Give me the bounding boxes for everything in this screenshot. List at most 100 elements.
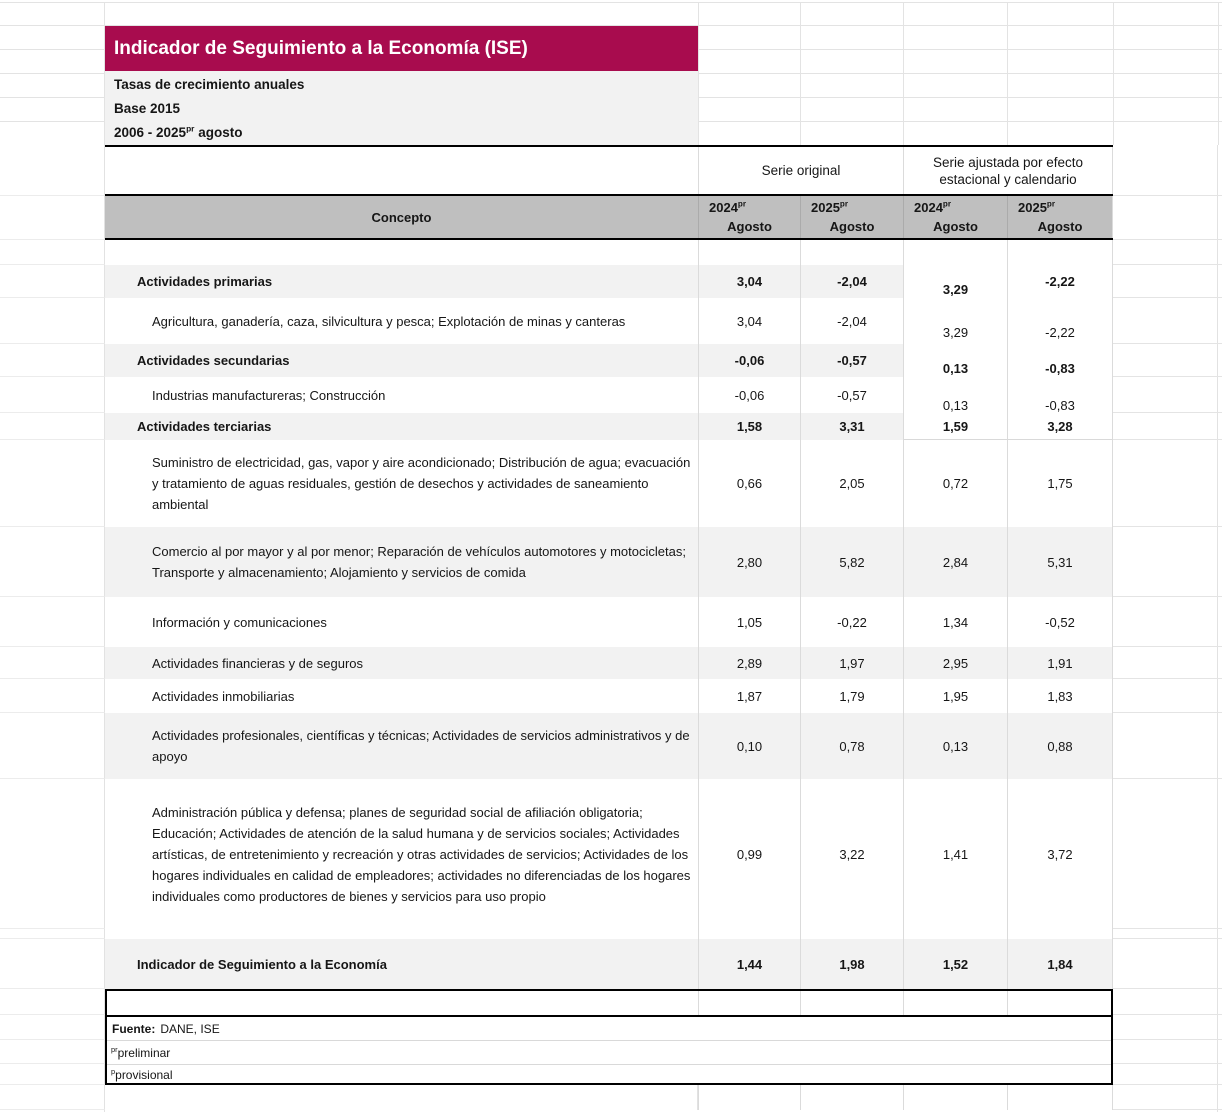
value-cell: 1,84 [1007, 939, 1113, 989]
source-value: DANE, ISE [160, 1021, 220, 1036]
right-margin-cell [1113, 265, 1222, 298]
right-margin-cell [1113, 298, 1222, 344]
value-cell: 0,99 [698, 779, 800, 929]
right-margin-cell [1113, 196, 1222, 240]
gridline [1113, 2, 1114, 145]
note-row-preliminar: prpreliminar [0, 1040, 1222, 1064]
gridline [1007, 2, 1008, 145]
value-cell: 0,13 [903, 713, 1007, 779]
empty-cell [903, 989, 1007, 1015]
left-margin-cell [0, 1015, 105, 1040]
footer-spacer-row [0, 989, 1222, 1015]
value-cell: 0,72 [903, 440, 1007, 527]
value-cell: 1,41 [903, 779, 1007, 929]
column-header: 2025pr Agosto [800, 196, 903, 238]
concept-cell: Información y comunicaciones [152, 614, 327, 630]
spacer-row [0, 240, 1222, 265]
concept-cell: Actividades primarias [105, 265, 698, 298]
table-row: Actividades financieras y de seguros 2,89… [0, 647, 1222, 679]
value-cell: 3,29 [903, 298, 1007, 344]
left-margin-cell [0, 196, 105, 240]
left-margin-cell [0, 265, 105, 298]
value-cell: -2,22 [1007, 298, 1113, 344]
left-margin-cell [0, 779, 105, 929]
left-margin-cell [0, 1064, 105, 1085]
left-margin-cell [0, 413, 105, 440]
value-cell: 3,04 [698, 265, 800, 298]
group-header-original: Serie original [698, 147, 903, 194]
concept-cell: Administración pública y defensa; planes… [152, 804, 691, 904]
note-row-provisional: pprovisional [0, 1064, 1222, 1085]
subtitle-block: Tasas de crecimiento anuales Base 2015 2… [105, 71, 698, 145]
table-row: Comercio al por mayor y al por menor; Re… [0, 527, 1222, 597]
value-cell: 3,29 [903, 265, 1007, 298]
left-margin-cell [0, 713, 105, 779]
concept-cell: Comercio al por mayor y al por menor; Re… [105, 527, 698, 597]
left-margin-cell [0, 377, 105, 413]
column-header: 2025pr Agosto [1007, 196, 1113, 238]
table-body: Actividades primarias 3,04 -2,04 3,29 -2,22 A… [0, 265, 1222, 989]
right-margin-cell [1113, 1110, 1222, 1112]
value-cell: 3,31 [800, 413, 903, 440]
value-cell: 1,05 [698, 597, 800, 647]
empty-cell [1007, 989, 1113, 1015]
value-cell: 1,95 [903, 679, 1007, 713]
table-row: Información y comunicaciones 1,05 -0,22 1,3… [0, 597, 1222, 647]
value-cell: 2,05 [800, 440, 903, 527]
column-header: 2024pr Agosto [698, 196, 800, 238]
concept-cell: Actividades terciarias [105, 413, 698, 440]
left-margin-cell [0, 440, 105, 527]
concept-cell: Actividades profesionales, científicas y… [105, 713, 698, 779]
right-margin-cell [1113, 1040, 1222, 1064]
gridline [903, 2, 904, 145]
left-margin-cell [0, 145, 105, 196]
right-margin-cell [1113, 240, 1222, 265]
title-bar: Indicador de Seguimiento a la Economía (… [105, 26, 698, 71]
value-cell: 0,66 [698, 440, 800, 527]
value-cell: 1,83 [1007, 679, 1113, 713]
value-cell: 1,44 [698, 939, 800, 989]
empty-cell [105, 1085, 698, 1110]
left-margin-cell [0, 298, 105, 344]
value-cell: 1,98 [800, 939, 903, 989]
table-row: Actividades secundarias -0,06 -0,57 0,13 -0,… [0, 344, 1222, 377]
value-cell: 3,04 [698, 298, 800, 344]
value-cell: -0,83 [1007, 377, 1113, 413]
source-label: Fuente: [112, 1021, 156, 1036]
empty-cell [903, 929, 1007, 939]
value-cell: 5,31 [1007, 527, 1113, 597]
period-line: 2006 - 2025pr agosto [114, 123, 243, 140]
subtitle-line: Base 2015 [114, 101, 181, 116]
value-cell: -0,52 [1007, 597, 1113, 647]
value-cell: 1,79 [800, 679, 903, 713]
left-margin-cell [0, 679, 105, 713]
right-margin-cell [1113, 1064, 1222, 1085]
right-margin-cell [1113, 1015, 1222, 1040]
value-cell: 1,87 [698, 679, 800, 713]
note-text: pprovisional [111, 1067, 173, 1082]
column-header: 2024pr Agosto [903, 196, 1007, 238]
source-row: Fuente: DANE, ISE [0, 1015, 1222, 1040]
value-cell: -0,57 [800, 377, 903, 413]
concept-cell: Actividades inmobiliarias [152, 688, 295, 704]
value-cell: 0,13 [903, 377, 1007, 413]
concept-cell: Indicador de Seguimiento a la Economía [105, 939, 698, 989]
value-cell: 2,84 [903, 527, 1007, 597]
spacer-row [0, 929, 1222, 939]
left-margin-cell [0, 989, 105, 1015]
right-margin-cell [1113, 679, 1222, 713]
value-cell: -0,57 [800, 344, 903, 377]
empty-cell [698, 989, 800, 1015]
right-margin-cell [1113, 929, 1222, 939]
value-cell: 3,72 [1007, 779, 1113, 929]
empty-cell [903, 240, 1007, 265]
value-cell: -0,06 [698, 344, 800, 377]
value-cell: -0,06 [698, 377, 800, 413]
group-header-adjusted: Serie ajustada por efecto estacional y c… [903, 147, 1113, 194]
empty-cell [903, 1085, 1007, 1110]
table-row: Actividades terciarias 1,58 3,31 1,59 3,28 [0, 413, 1222, 440]
value-cell: -2,04 [800, 298, 903, 344]
concept-cell: Suministro de electricidad, gas, vapor y… [152, 455, 691, 512]
empty-cell [800, 240, 903, 265]
value-cell: 5,82 [800, 527, 903, 597]
